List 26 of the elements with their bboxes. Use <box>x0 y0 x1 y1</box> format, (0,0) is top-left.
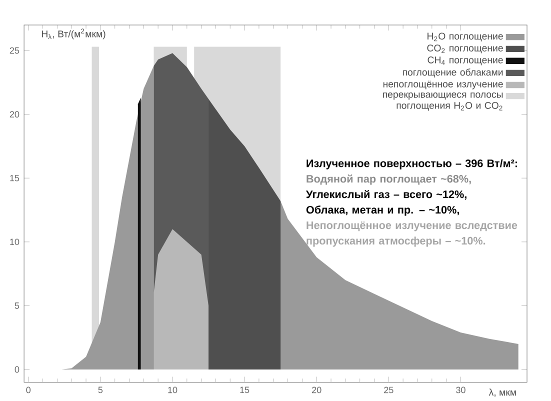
legend-label: CO$_{2}$ поглощение <box>427 44 503 54</box>
annotation: Водяной пар поглощает ~68%, <box>306 174 471 185</box>
annotation: Непоглощённое излучение вследствие пропускания атмосферы – ~10%. <box>306 221 518 247</box>
y-tick-label: 15 <box>10 174 20 182</box>
legend-label: непоглощённое излучение <box>383 80 503 90</box>
y-tick-label: 5 <box>14 302 20 309</box>
legend-label: CH$_{4}$ поглощение <box>428 56 503 66</box>
x-tick-label: 5 <box>98 386 103 394</box>
x-tick-label: 15 <box>240 386 250 394</box>
x-tick-label: 0 <box>26 386 31 394</box>
legend-label: поглощение облаками <box>402 68 503 78</box>
y-axis-title: H$_{λ}$, Вт/(м$^{2}$мкм) <box>42 28 106 40</box>
annotation: Облака, метан и пр. – ~10%, <box>306 205 459 216</box>
x-axis-title: λ, мкм <box>488 388 516 397</box>
x-tick-label: 25 <box>384 386 394 394</box>
y-tick-label: 20 <box>10 111 20 118</box>
annotation: Излученное поверхностью – 396 Вт/м²: <box>306 159 518 170</box>
legend-label: H$_{2}$O поглощение <box>428 32 503 42</box>
x-tick-label: 10 <box>168 386 178 394</box>
annotation: Углекислый газ – всего ~12%, <box>306 190 466 200</box>
y-tick-label: 25 <box>10 47 20 54</box>
y-tick-label: 0 <box>14 366 20 373</box>
x-tick-label: 20 <box>312 386 322 394</box>
y-tick-label: 10 <box>10 238 20 246</box>
x-tick-label: 30 <box>456 386 466 394</box>
legend-label: перекрывающиеся полосы поглощения H$_{2}$O и CO$_{2}$ <box>383 92 503 111</box>
